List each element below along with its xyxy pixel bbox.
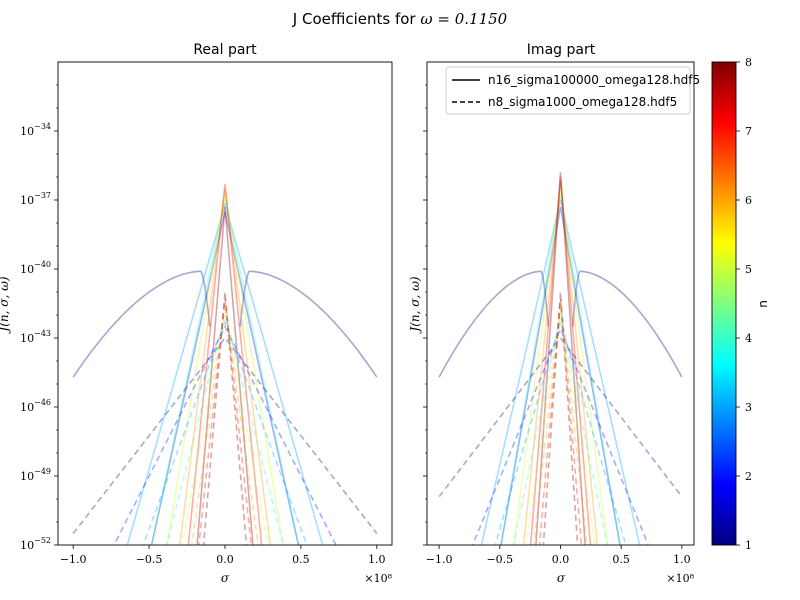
imag-part-axes: Imag part −1.0 −0.5 0.0 0.5 1.0 σ ×10⁸ J(n, … [408, 42, 700, 585]
real-curve-solid-n3 [126, 201, 324, 545]
imag-curve-dashed-n4 [513, 314, 608, 545]
real-curve-solid-n5 [166, 192, 284, 545]
imag-part-x-label: σ [557, 571, 566, 585]
real-curve-dashed-n7 [197, 298, 253, 545]
real-curve-solid-n8 [196, 206, 254, 545]
real-curve-solid-n2 [150, 211, 300, 545]
real-curve-solid-n7 [187, 183, 263, 545]
imag-curve-solid-n8 [535, 172, 586, 545]
real-ytick-label: 10−49 [20, 467, 51, 483]
real-curve-dashed-n2 [113, 324, 337, 545]
imag-xtick-label: −1.0 [426, 553, 453, 566]
imag-curve-solid-n5 [512, 188, 609, 545]
real-part-series [72, 183, 378, 545]
real-xtick-label: 1.0 [368, 553, 386, 566]
real-curve-dashed-n5 [181, 310, 269, 545]
real-ytick-label: 10−52 [20, 536, 51, 552]
imag-curve-dashed-n2 [471, 326, 650, 545]
imag-xtick-label: 0.0 [552, 553, 570, 566]
real-xtick-label: −0.5 [136, 553, 163, 566]
imag-part-x-offset: ×10⁸ [666, 572, 694, 585]
real-xtick-label: 0.0 [216, 553, 234, 566]
imag-xtick-label: −0.5 [486, 553, 513, 566]
real-part-y-label: J(n, σ, ω) [0, 276, 11, 334]
real-curve-solid-n1 [239, 270, 378, 378]
real-xtick-label: −1.0 [60, 553, 87, 566]
imag-curve-dashed-n5 [525, 310, 596, 545]
real-curve-dashed-n4 [165, 314, 285, 545]
imag-curve-solid-n3 [480, 199, 641, 545]
legend: n16_sigma100000_omega128.hdf5 n8_sigma10… [445, 66, 700, 115]
imag-xtick-label: 0.5 [612, 553, 630, 566]
real-ytick-label: 10−43 [20, 329, 51, 345]
imag-part-series [438, 172, 683, 545]
imag-curve-dashed-n1 [438, 336, 683, 498]
real-ytick-label: 10−46 [20, 398, 51, 414]
real-curve-solid-n1 [72, 270, 211, 378]
colorbar-tick-label: 3 [745, 401, 752, 414]
real-ytick-label: 10−37 [20, 191, 51, 207]
real-part-title: Real part [193, 42, 257, 58]
real-ytick-label: 10−34 [20, 122, 51, 138]
colorbar-tick-label: 4 [745, 332, 752, 345]
figure-suptitle: J Coefficients for ω = 0.1150 [292, 10, 508, 28]
real-part-x-ticks: −1.0 −0.5 0.0 0.5 1.0 [60, 545, 386, 566]
imag-curve-solid-n4 [500, 195, 621, 545]
colorbar-ticks: 1 2 3 4 5 6 7 8 [736, 56, 752, 552]
imag-curve-dashed-n8 [542, 291, 579, 545]
colorbar-label: n [756, 300, 770, 308]
real-part-axes: Real part −1.0 −0.5 0.0 0.5 1.0 10−3410−3710… [0, 42, 393, 585]
colorbar-tick-label: 1 [745, 539, 752, 552]
imag-curve-solid-n1 [438, 270, 550, 378]
imag-part-title: Imag part [527, 42, 596, 58]
legend-entry-dashed: n8_sigma1000_omega128.hdf5 [488, 95, 677, 109]
imag-curve-solid-n6 [522, 181, 599, 545]
real-curve-dashed-n8 [202, 291, 248, 545]
colorbar-tick-label: 2 [745, 470, 752, 483]
imag-curve-dashed-n7 [538, 298, 583, 545]
imag-curve-dashed-n6 [533, 303, 588, 545]
colorbar-tick-label: 8 [745, 56, 752, 69]
real-curve-dashed-n6 [190, 303, 260, 545]
legend-entry-solid: n16_sigma100000_omega128.hdf5 [488, 73, 700, 87]
imag-curve-solid-n2 [500, 206, 621, 545]
imag-part-x-ticks: −1.0 −0.5 0.0 0.5 1.0 [426, 545, 691, 566]
colorbar-gradient [711, 61, 737, 546]
imag-curve-solid-n1 [571, 270, 683, 378]
colorbar: 1 2 3 4 5 6 7 8 n [711, 56, 770, 552]
real-curve-solid-n4 [150, 199, 300, 545]
imag-curve-dashed-n3 [494, 319, 627, 545]
real-part-x-label: σ [221, 571, 230, 585]
colorbar-tick-label: 6 [745, 194, 752, 207]
imag-part-y-ticks [423, 84, 427, 546]
imag-xtick-label: 1.0 [673, 553, 691, 566]
real-curve-solid-n6 [178, 188, 272, 545]
imag-curve-solid-n7 [529, 176, 592, 545]
colorbar-tick-label: 5 [745, 263, 752, 276]
imag-part-plot-area [427, 62, 694, 545]
colorbar-tick-label: 7 [745, 125, 752, 138]
real-curve-dashed-n3 [142, 319, 308, 545]
real-curve-dashed-n1 [72, 336, 378, 534]
real-part-x-offset: ×10⁸ [364, 572, 392, 585]
legend-frame [445, 66, 691, 115]
real-xtick-label: 0.5 [292, 553, 310, 566]
real-ytick-label: 10−40 [20, 260, 51, 276]
real-part-y-ticks: 10−34 10−37 10−40 10−43 10−46 10−49 10−52 [20, 84, 58, 552]
real-part-plot-area [58, 62, 392, 545]
imag-part-y-label: J(n, σ, ω) [408, 276, 422, 334]
